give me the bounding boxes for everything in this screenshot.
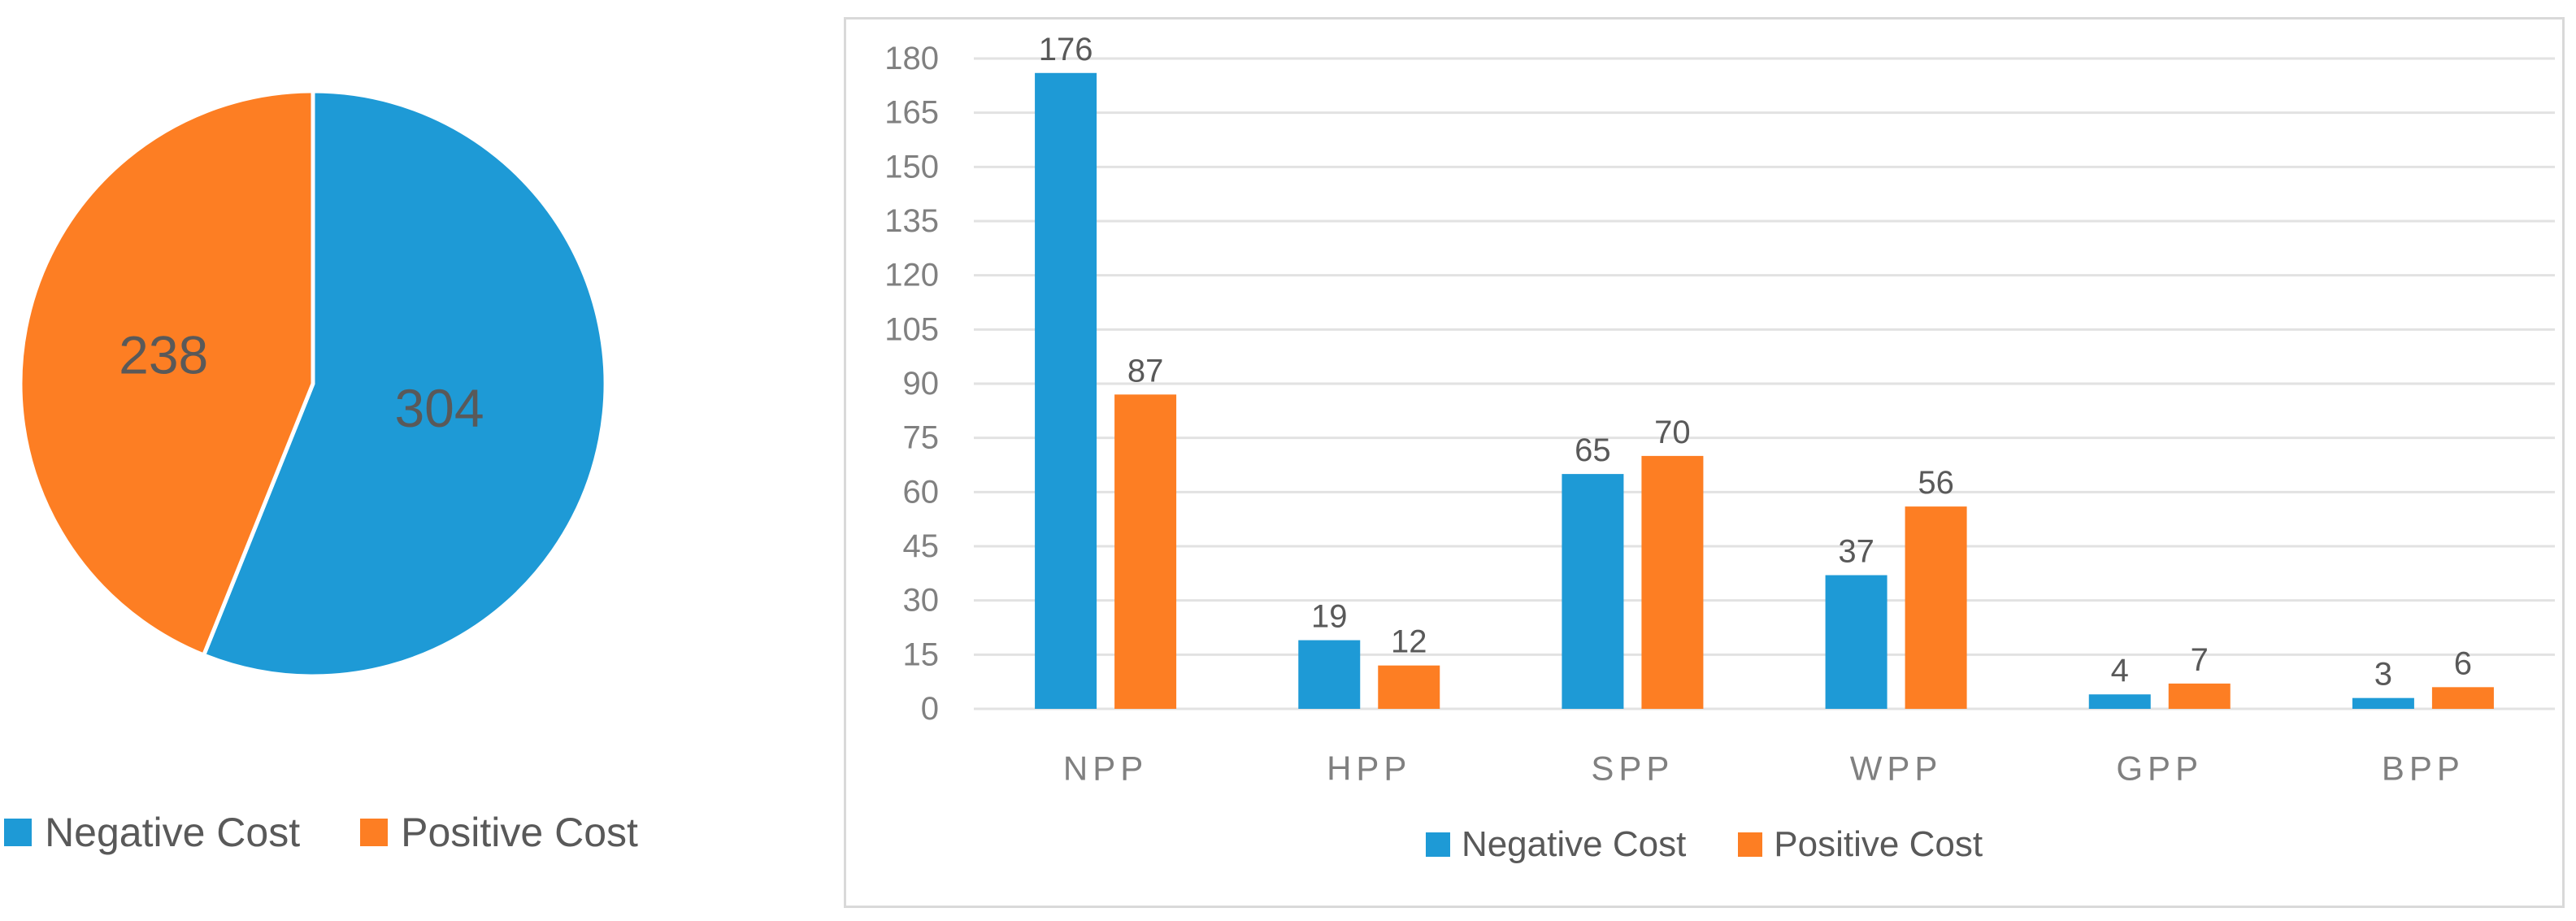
legend-label: Negative Cost xyxy=(45,810,301,855)
legend-item-positive-cost: Positive Cost xyxy=(1738,824,1983,865)
bar-data-label: 3 xyxy=(2374,657,2392,693)
y-axis-tick-label: 135 xyxy=(884,203,939,239)
bar-wpp-positive-cost xyxy=(1905,506,1967,709)
negative-cost-swatch-icon xyxy=(1425,832,1450,857)
bar-data-label: 19 xyxy=(1311,599,1348,635)
y-axis-tick-label: 45 xyxy=(903,528,940,564)
y-axis-tick-label: 120 xyxy=(884,258,939,293)
pie-slice-positive-cost xyxy=(18,89,315,658)
bar-gpp-negative-cost xyxy=(2088,694,2151,709)
positive-cost-swatch-icon xyxy=(1738,832,1763,857)
negative-cost-swatch-icon xyxy=(4,819,33,846)
legend-item-negative-cost: Negative Cost xyxy=(1425,824,1687,865)
y-axis-tick-label: 165 xyxy=(884,95,939,131)
y-axis-tick-label: 105 xyxy=(884,311,939,347)
bar-npp-positive-cost xyxy=(1114,394,1177,709)
bar-bpp-negative-cost xyxy=(2352,697,2414,709)
bar-data-label: 176 xyxy=(1039,32,1093,67)
y-axis-tick-label: 150 xyxy=(884,149,939,185)
pie-legend: Negative Cost Positive Cost xyxy=(0,809,642,856)
x-axis-category-label: WPP xyxy=(1850,749,1943,788)
y-axis-tick-label: 30 xyxy=(903,583,940,619)
bar-data-label: 70 xyxy=(1654,415,1690,450)
pie-data-label: 238 xyxy=(119,324,208,384)
legend-label: Positive Cost xyxy=(1774,824,1983,864)
bar-chart-svg: 0 15 30 45 60 75 90 105 120 135 150 165 180 176 87 NPP 1… xyxy=(884,32,2555,788)
pie-data-label: 304 xyxy=(394,378,484,438)
x-axis-category-label: BPP xyxy=(2382,749,2465,788)
bar-data-label: 6 xyxy=(2454,645,2472,681)
x-axis-category-label: HPP xyxy=(1327,749,1411,788)
bar-legend: Negative Cost Positive Cost xyxy=(846,824,2562,865)
bar-data-label: 37 xyxy=(1838,534,1874,570)
bar-data-label: 56 xyxy=(1918,465,1954,501)
y-axis-tick-label: 60 xyxy=(903,474,940,510)
legend-item-negative-cost: Negative Cost xyxy=(4,809,300,856)
bar-data-label: 12 xyxy=(1391,624,1427,660)
y-axis-tick-label: 15 xyxy=(903,636,940,672)
y-axis-tick-label: 75 xyxy=(903,420,940,456)
legend-item-positive-cost: Positive Cost xyxy=(360,809,638,856)
pie-slice-negative-cost xyxy=(202,89,608,679)
bar-data-label: 87 xyxy=(1127,353,1164,389)
bar-bpp-positive-cost xyxy=(2431,687,2494,709)
bar-data-label: 7 xyxy=(2191,642,2209,678)
y-axis-tick-label: 180 xyxy=(884,41,939,76)
positive-cost-swatch-icon xyxy=(360,819,389,846)
bar-spp-negative-cost xyxy=(1562,474,1624,709)
bar-hpp-positive-cost xyxy=(1378,665,1440,709)
x-axis-category-label: SPP xyxy=(1591,749,1674,788)
bar-wpp-negative-cost xyxy=(1825,575,1887,709)
legend-label: Negative Cost xyxy=(1461,824,1687,864)
bar-chart-panel: 0 15 30 45 60 75 90 105 120 135 150 165 180 176 87 NPP 1… xyxy=(844,17,2565,908)
bar-npp-negative-cost xyxy=(1035,72,1097,710)
bar-gpp-positive-cost xyxy=(2168,683,2231,709)
legend-label: Positive Cost xyxy=(401,810,638,855)
y-axis-tick-label: 0 xyxy=(921,691,939,727)
x-axis-category-label: GPP xyxy=(2116,749,2203,788)
y-axis-tick-label: 90 xyxy=(903,366,940,402)
x-axis-category-label: NPP xyxy=(1063,749,1148,788)
bar-spp-positive-cost xyxy=(1641,455,1704,709)
bar-data-label: 4 xyxy=(2111,653,2129,689)
pie-chart-figure: 304 238 Negative Cost Positive Cost xyxy=(0,0,813,921)
pie-chart-svg: 304 238 xyxy=(18,89,608,679)
bar-hpp-negative-cost xyxy=(1298,640,1361,709)
bar-data-label: 65 xyxy=(1575,432,1611,468)
